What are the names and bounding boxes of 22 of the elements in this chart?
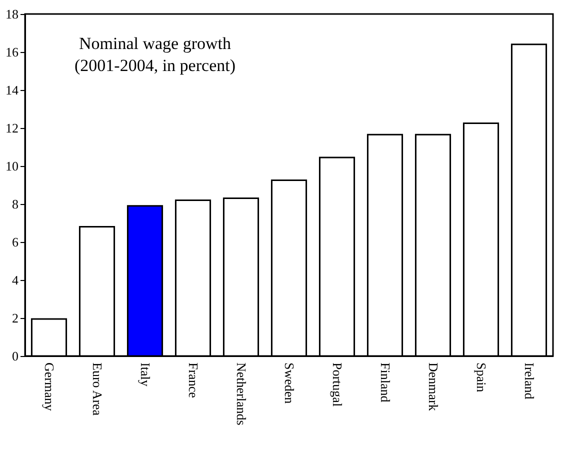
y-tick-label: 18 — [6, 6, 18, 22]
x-tick-label: Euro Area — [90, 362, 105, 416]
y-tick-label: 8 — [12, 196, 18, 212]
y-tick-label: 6 — [12, 234, 19, 250]
x-tick-label: Netherlands — [234, 362, 249, 426]
y-tick-label: 4 — [12, 272, 19, 288]
y-tick-label: 14 — [6, 82, 19, 98]
y-tick-label: 0 — [12, 348, 18, 364]
x-tick-label: Portugal — [330, 362, 345, 407]
x-tick-label: Spain — [474, 362, 489, 393]
x-tick-label: Germany — [42, 362, 57, 412]
y-tick-label: 2 — [12, 310, 18, 326]
x-tick-label: Finland — [378, 362, 393, 403]
x-tick-label: France — [186, 362, 201, 398]
text: Nominal wage growth (2001-2004, in percent) — [74, 34, 236, 75]
x-tick-label: Sweden — [282, 362, 297, 404]
x-tick-label: Ireland — [522, 362, 537, 400]
x-tick-label: Denmark — [426, 362, 441, 412]
y-tick-label: 10 — [6, 158, 18, 174]
y-tick-label: 12 — [6, 120, 18, 136]
y-tick-label: 16 — [6, 44, 19, 60]
x-tick-label: Italy — [138, 362, 153, 387]
